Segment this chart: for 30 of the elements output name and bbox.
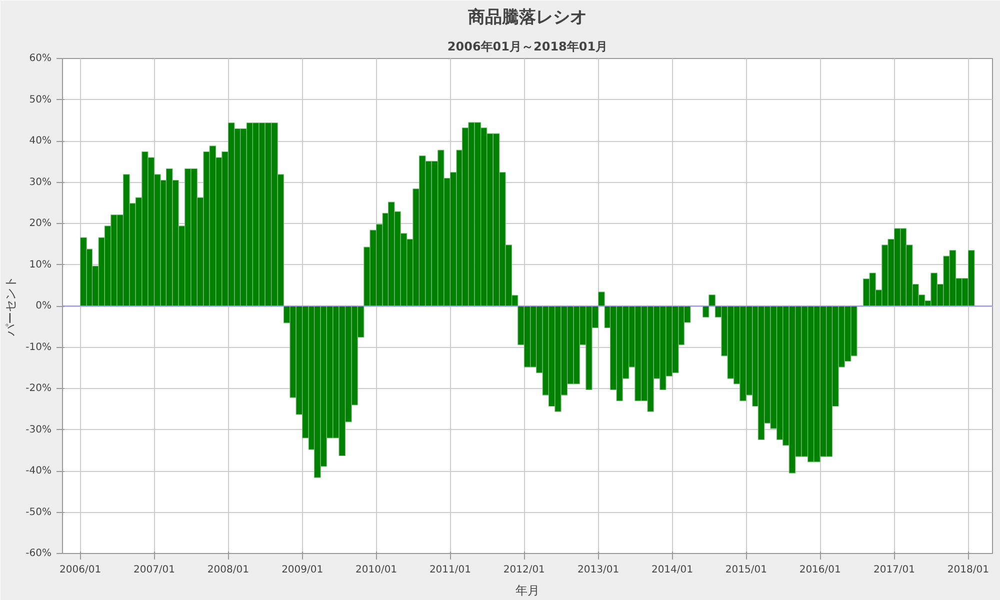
x-tick-label: 2017/01 [873,564,916,576]
y-tick-label: -10% [26,342,52,353]
chart-title: 商品騰落レシオ [467,8,587,28]
x-tick-label: 2015/01 [725,564,767,576]
y-tick-label: -60% [26,548,52,559]
y-tick-label: 30% [29,176,52,188]
x-tick-label: 2010/01 [356,564,398,576]
y-tick-label: 20% [29,218,52,229]
y-tick-label: 0% [36,300,52,312]
x-tick-label: 2018/01 [947,564,989,576]
x-tick-label: 2012/01 [503,564,545,576]
x-tick-label: 2016/01 [799,564,841,576]
y-tick-label: 50% [29,94,52,106]
x-tick-label: 2013/01 [578,564,620,576]
y-tick-label: -40% [26,466,52,476]
y-axis-title: パーセント [4,276,18,337]
y-tick-label: -20% [26,383,52,394]
x-tick-label: 2008/01 [207,564,249,576]
x-axis-title: 年月 [516,584,540,598]
chart-subtitle: 2006年01月～2018年01月 [447,40,608,54]
y-tick-label: -50% [26,506,52,518]
x-tick-label: 2007/01 [133,564,176,576]
y-tick-label: 10% [29,259,52,270]
y-tick-label: 40% [29,136,52,146]
x-tick-label: 2011/01 [429,564,471,576]
x-tick-label: 2014/01 [651,564,694,576]
y-tick-label: 60% [29,53,52,64]
x-tick-label: 2006/01 [60,564,102,576]
x-tick-label: 2009/01 [282,564,324,576]
y-tick-label: -30% [26,424,52,436]
